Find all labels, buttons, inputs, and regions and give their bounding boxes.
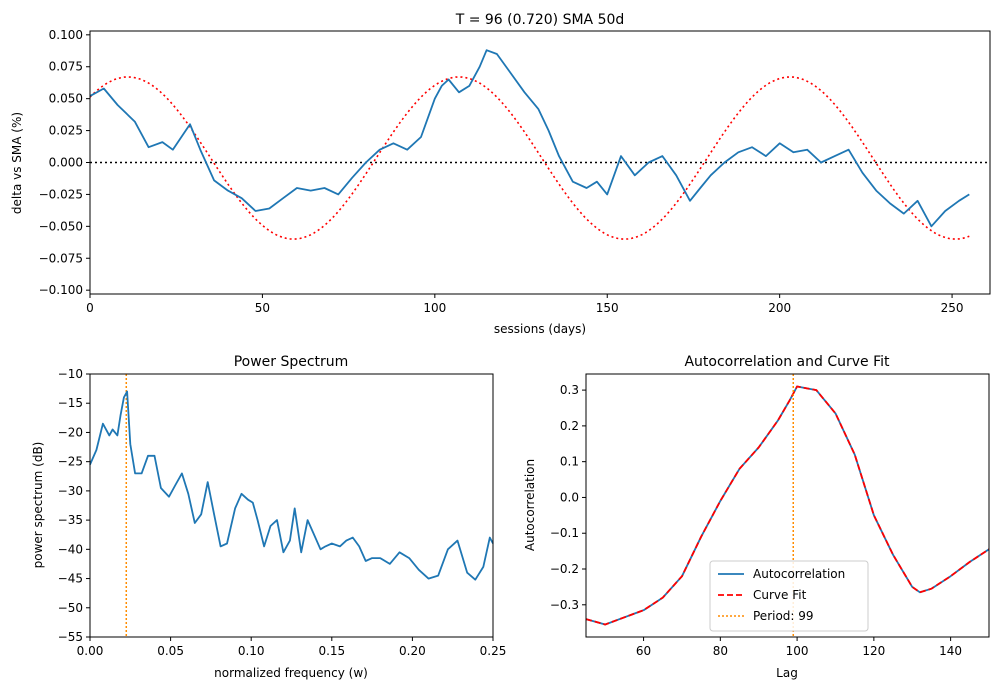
- power-spectrum-panel: Power Spectrum 0.00 0.05 0.10 0.15 0.20 0.25 …: [31, 354, 506, 680]
- autocorrelation-x-axis-label: Lag: [776, 666, 798, 680]
- autocorrelation-y-tick-label: 0.1: [560, 455, 579, 469]
- top-x-tick-label: 150: [596, 301, 619, 315]
- autocorrelation-title: Autocorrelation and Curve Fit: [684, 354, 890, 370]
- autocorrelation-y-axis-label: Autocorrelation: [523, 459, 537, 551]
- power-spectrum-x-tick-label: 0.25: [480, 644, 507, 658]
- power-spectrum-y-tick-label: −15: [58, 396, 83, 410]
- power-spectrum-y-tick-label: −50: [58, 601, 83, 615]
- top-y-tick-label: 0.075: [49, 60, 83, 74]
- top-y-tick-label: 0.025: [49, 124, 83, 138]
- power-spectrum-x-tick-label: 0.20: [399, 644, 426, 658]
- top-y-tick-label: −0.100: [39, 283, 83, 297]
- power-spectrum-x-tick-label: 0.15: [318, 644, 345, 658]
- autocorrelation-x-tick-label: 100: [786, 644, 809, 658]
- power-spectrum-y-axis-label: power spectrum (dB): [31, 442, 45, 569]
- delta-series-line: [89, 49, 970, 228]
- autocorrelation-legend: Autocorrelation Curve Fit Period: 99: [709, 560, 869, 632]
- top-y-tick-label: 0.000: [49, 156, 83, 170]
- top-x-tick-label: 0: [86, 301, 94, 315]
- power-spectrum-x-tick-label: 0.00: [77, 644, 104, 658]
- power-spectrum-y-tick-label: −25: [58, 455, 83, 469]
- autocorrelation-x-tick-label: 60: [636, 644, 651, 658]
- power-spectrum-y-tick-label: −10: [58, 367, 83, 381]
- power-spectrum-x-axis-label: normalized frequency (w): [214, 666, 368, 680]
- power-spectrum-x-tick-label: 0.10: [238, 644, 265, 658]
- power-spectrum-x-tick-label: 0.05: [157, 644, 184, 658]
- power-spectrum-title: Power Spectrum: [234, 354, 349, 370]
- autocorrelation-x-tick-label: 80: [713, 644, 728, 658]
- legend-curve-fit-label: Curve Fit: [753, 588, 807, 602]
- top-x-tick-label: 100: [423, 301, 446, 315]
- autocorrelation-y-tick-label: −0.3: [550, 598, 579, 612]
- autocorrelation-y-tick-label: 0.2: [560, 419, 579, 433]
- autocorrelation-panel: Autocorrelation and Curve Fit 60 80 100 120…: [523, 354, 990, 680]
- top-x-tick-label: 200: [768, 301, 791, 315]
- power-spectrum-y-tick-label: −20: [58, 425, 83, 439]
- autocorrelation-y-tick-label: −0.1: [550, 526, 579, 540]
- legend-period-label: Period: 99: [753, 609, 814, 623]
- top-y-tick-label: −0.025: [39, 187, 83, 201]
- top-y-tick-label: 0.100: [49, 28, 83, 42]
- top-y-tick-label: −0.075: [39, 251, 83, 265]
- autocorrelation-axes-frame: [585, 373, 990, 638]
- top-y-tick-label: 0.050: [49, 92, 83, 106]
- top-panel: T = 96 (0.720) SMA 50d 0 50 100 150 200 250 −…: [10, 12, 991, 336]
- power-spectrum-y-tick-label: −30: [58, 484, 83, 498]
- power-spectrum-y-tick-label: −55: [58, 630, 83, 644]
- curve-fit-line: [585, 385, 990, 626]
- legend-box: [709, 560, 869, 632]
- autocorrelation-y-tick-label: 0.3: [560, 383, 579, 397]
- autocorrelation-x-tick-label: 120: [862, 644, 885, 658]
- power-spectrum-y-tick-label: −45: [58, 572, 83, 586]
- top-y-tick-label: −0.050: [39, 219, 83, 233]
- top-x-tick-label: 50: [255, 301, 270, 315]
- autocorrelation-x-tick-label: 140: [939, 644, 962, 658]
- autocorrelation-y-tick-label: 0.0: [560, 490, 579, 504]
- autocorrelation-y-tick-label: −0.2: [550, 562, 579, 576]
- top-chart-title: T = 96 (0.720) SMA 50d: [455, 12, 625, 28]
- power-spectrum-line: [89, 390, 494, 581]
- power-spectrum-y-tick-label: −40: [58, 542, 83, 556]
- top-x-axis-label: sessions (days): [494, 322, 586, 336]
- power-spectrum-axes-frame: [89, 373, 494, 638]
- power-spectrum-y-tick-label: −35: [58, 513, 83, 527]
- legend-autocorrelation-label: Autocorrelation: [753, 567, 845, 581]
- top-y-axis-label: delta vs SMA (%): [10, 112, 24, 214]
- top-x-tick-label: 250: [941, 301, 964, 315]
